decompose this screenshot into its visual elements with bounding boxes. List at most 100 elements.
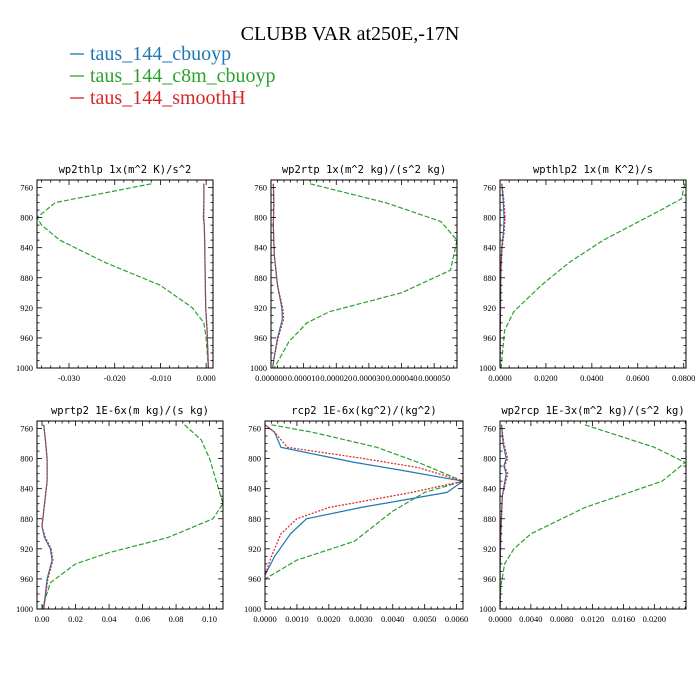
y-tick-label: 880: [483, 514, 496, 524]
y-tick-label: 1000: [479, 604, 496, 614]
panel-2: wp2rtp 1x(m^2 kg)/(s^2 kg) 760 800 840 880 92…: [250, 164, 458, 383]
panel-6: wp2rcp 1E-3x(m^2 kg)/(s^2 kg) 760 800 840 88…: [479, 405, 687, 624]
series-line-taus_144_c8m_cbuoyp: [273, 183, 457, 368]
panel-title: wp2rcp 1E-3x(m^2 kg)/(s^2 kg): [501, 405, 684, 417]
y-tick-label: 760: [248, 424, 261, 434]
y-tick-label: 960: [248, 574, 261, 584]
plot-frame: [264, 420, 464, 610]
x-tick-label: 0.0050: [413, 614, 436, 624]
x-tick-label: 0.000: [197, 373, 216, 383]
y-tick-label: 960: [20, 574, 33, 584]
x-tick-label: 0.0160: [612, 614, 635, 624]
x-tick-label: 0.04: [102, 614, 118, 624]
y-tick-label: 880: [20, 273, 33, 283]
y-tick-label: 760: [20, 183, 33, 193]
panel-title: wpthlp2 1x(m K^2)/s: [533, 164, 653, 176]
y-tick-label: 840: [20, 484, 33, 494]
panel-5: rcp2 1E-6x(kg^2)/(kg^2) 760 800 840 880 920 96…: [244, 405, 468, 624]
x-tick-label: 0.0200: [643, 614, 666, 624]
y-tick-label: 760: [20, 424, 33, 434]
x-tick-label: 0.000000: [255, 373, 287, 383]
panels: wp2thlp 1x(m^2 K)/s^2 760 800 840 880 920 960 1…: [16, 164, 695, 624]
legend: taus_144_cbuoyptaus_144_c8m_cbuoyptaus_1…: [70, 43, 276, 109]
series-group: [41, 424, 223, 609]
panel-title: wp2rtp 1x(m^2 kg)/(s^2 kg): [282, 164, 446, 176]
y-tick-label: 920: [20, 544, 33, 554]
series-group: [37, 183, 209, 368]
y-tick-label: 960: [20, 333, 33, 343]
series-line-taus_144_smoothH: [203, 183, 209, 368]
y-tick-label: 800: [483, 454, 496, 464]
legend-label: taus_144_cbuoyp: [90, 43, 231, 65]
series-line-taus_144_c8m_cbuoyp: [41, 424, 223, 609]
x-tick-label: 0.0400: [580, 373, 603, 383]
legend-entry: taus_144_cbuoyp: [70, 43, 231, 65]
x-tick-label: 0.08: [169, 614, 184, 624]
series-group: [272, 183, 457, 368]
x-tick-label: 0.0600: [626, 373, 649, 383]
x-tick-label: 0.0060: [445, 614, 468, 624]
y-tick-label: 840: [483, 243, 496, 253]
panel-title: wp2thlp 1x(m^2 K)/s^2: [59, 164, 192, 176]
x-tick-label: 0.0020: [317, 614, 340, 624]
x-tick-label: 0.0200: [534, 373, 557, 383]
x-tick-label: 0.02: [68, 614, 83, 624]
x-tick-label: 0.0040: [381, 614, 404, 624]
series-line-taus_144_c8m_cbuoyp: [500, 183, 686, 368]
y-tick-label: 920: [483, 544, 496, 554]
y-tick-label: 800: [248, 454, 261, 464]
x-tick-label: 0.0000: [488, 614, 511, 624]
y-tick-label: 880: [254, 273, 267, 283]
y-tick-label: 880: [248, 514, 261, 524]
series-line-taus_144_c8m_cbuoyp: [265, 424, 463, 580]
x-tick-label: 0.0080: [550, 614, 573, 624]
x-tick-label: 0.0000: [488, 373, 511, 383]
y-tick-label: 920: [20, 303, 33, 313]
x-tick-label: 0.000040: [386, 373, 418, 383]
y-tick-label: 1000: [250, 363, 267, 373]
y-tick-label: 760: [254, 183, 267, 193]
x-tick-label: 0.000050: [418, 373, 450, 383]
panel-3: wpthlp2 1x(m K^2)/s 760 800 840 880 920 960 100…: [479, 164, 695, 383]
y-tick-label: 920: [248, 544, 261, 554]
figure-title: CLUBB VAR at250E,-17N: [241, 23, 460, 45]
y-tick-label: 880: [483, 273, 496, 283]
series-group: [500, 424, 686, 609]
x-tick-label: 0.000020: [320, 373, 352, 383]
series-line-taus_144_smoothH: [265, 424, 463, 576]
x-tick-label: 0.06: [135, 614, 150, 624]
x-tick-label: 0.000010: [288, 373, 320, 383]
plot-frame: [36, 179, 214, 369]
x-tick-label: 0.0800: [672, 373, 695, 383]
y-tick-label: 960: [254, 333, 267, 343]
y-tick-label: 1000: [16, 604, 33, 614]
plot-frame: [499, 179, 687, 369]
panel-1: wp2thlp 1x(m^2 K)/s^2 760 800 840 880 920 960 1…: [16, 164, 216, 383]
x-tick-label: 0.0120: [581, 614, 604, 624]
series-line-taus_144_c8m_cbuoyp: [500, 424, 686, 609]
series-line-taus_144_cbuoyp: [41, 424, 53, 609]
y-tick-label: 800: [20, 454, 33, 464]
y-tick-label: 960: [483, 574, 496, 584]
x-tick-label: 0.10: [202, 614, 217, 624]
x-tick-label: 0.00: [35, 614, 50, 624]
x-tick-label: 0.000030: [353, 373, 385, 383]
panel-title: wprtp2 1E-6x(m kg)/(s kg): [51, 405, 209, 417]
y-tick-label: 880: [20, 514, 33, 524]
y-tick-label: 840: [248, 484, 261, 494]
y-tick-label: 800: [254, 213, 267, 223]
series-line-taus_144_cbuoyp: [265, 424, 463, 576]
legend-entry: taus_144_c8m_cbuoyp: [70, 65, 276, 87]
panel-title: rcp2 1E-6x(kg^2)/(kg^2): [291, 405, 436, 417]
series-group: [500, 183, 686, 368]
y-tick-label: 760: [483, 183, 496, 193]
y-tick-label: 840: [483, 484, 496, 494]
y-tick-label: 1000: [479, 363, 496, 373]
y-tick-label: 920: [254, 303, 267, 313]
legend-label: taus_144_smoothH: [90, 87, 246, 109]
series-line-taus_144_smoothH: [272, 183, 285, 368]
series-line-taus_144_c8m_cbuoyp: [37, 183, 209, 368]
x-tick-label: 0.0030: [349, 614, 372, 624]
y-tick-label: 760: [483, 424, 496, 434]
